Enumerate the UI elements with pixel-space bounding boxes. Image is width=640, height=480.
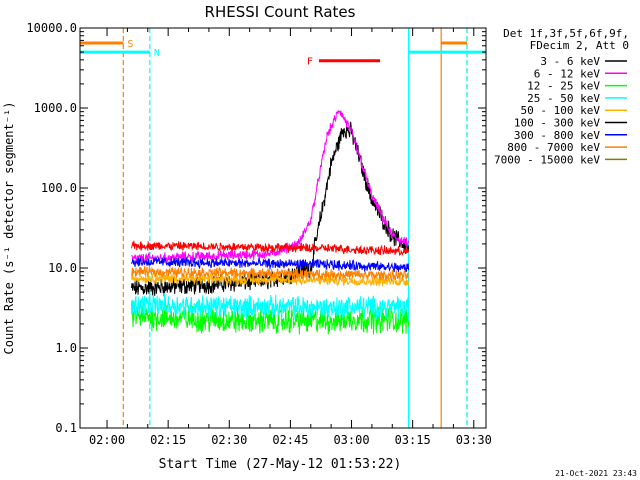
legend-label-100-300-kev: 100 - 300 keV	[514, 117, 600, 130]
y-tick-label: 1.0	[55, 341, 77, 355]
y-tick-label: 10.0	[48, 261, 77, 275]
y-tick-label: 1000.0	[34, 101, 77, 115]
x-tick-label: 02:15	[150, 433, 186, 447]
x-tick-label: 02:30	[211, 433, 247, 447]
y-tick-label: 0.1	[55, 421, 77, 435]
chart-title: RHESSI Count Rates	[205, 3, 356, 21]
marker-lines	[122, 28, 468, 428]
series-12-25-kev	[131, 302, 410, 335]
timestamp: 21-Oct-2021 23:43	[555, 469, 637, 478]
series-300-800-kev	[131, 256, 410, 273]
x-tick-label: 03:30	[456, 433, 492, 447]
x-tick-label: 02:00	[89, 433, 125, 447]
series-25-50-kev	[131, 292, 410, 320]
marker-f-label: F	[307, 57, 313, 68]
legend-header-line: Det 1f,3f,5f,6f,9f,	[503, 27, 629, 40]
legend-label-800-7000-kev: 800 - 7000 keV	[507, 141, 600, 154]
series-6-12-kev	[131, 110, 410, 265]
legend-label-3-6-kev: 3 - 6 keV	[540, 55, 600, 68]
y-tick-label: 100.0	[41, 181, 77, 195]
x-axis-label: Start Time (27-May-12 01:53:22)	[159, 457, 402, 472]
plot-frame	[79, 27, 487, 429]
series-50-100-kev	[131, 272, 410, 287]
y-axis-label: Count Rate (s⁻¹ detector segment⁻¹)	[2, 102, 16, 355]
marker-n-label: N	[154, 48, 160, 59]
legend-label-12-25-kev: 12 - 25 keV	[527, 80, 600, 93]
y-tick-label: 10000.0	[26, 21, 77, 35]
legend-label-25-50-kev: 25 - 50 keV	[527, 92, 600, 105]
legend-label-50-100-kev: 50 - 100 keV	[521, 104, 601, 117]
series-red-band	[131, 240, 410, 257]
x-tick-label: 03:15	[395, 433, 431, 447]
legend-header-line: FDecim 2, Att 0	[530, 39, 629, 52]
marker-bars: S N F	[80, 39, 486, 68]
y-axis: 0.1 1.0 10.0 100.0 1000.0 10000.0	[26, 21, 486, 435]
x-tick-label: 02:45	[272, 433, 308, 447]
legend-label-7000-15000-kev: 7000 - 15000 keV	[494, 153, 600, 166]
x-axis: 02:00 02:15 02:30 02:45 03:00 03:15 03:30	[89, 28, 492, 447]
legend: Det 1f,3f,5f,6f,9f,FDecim 2, Att 0 3 - 6 …	[494, 27, 629, 166]
x-tick-label: 03:00	[333, 433, 369, 447]
legend-label-6-12-kev: 6 - 12 keV	[534, 67, 601, 80]
series-layer	[131, 110, 410, 335]
legend-label-300-800-kev: 300 - 800 keV	[514, 129, 600, 142]
marker-s-label: S	[127, 39, 133, 50]
series-800-7000-kev	[131, 265, 409, 282]
